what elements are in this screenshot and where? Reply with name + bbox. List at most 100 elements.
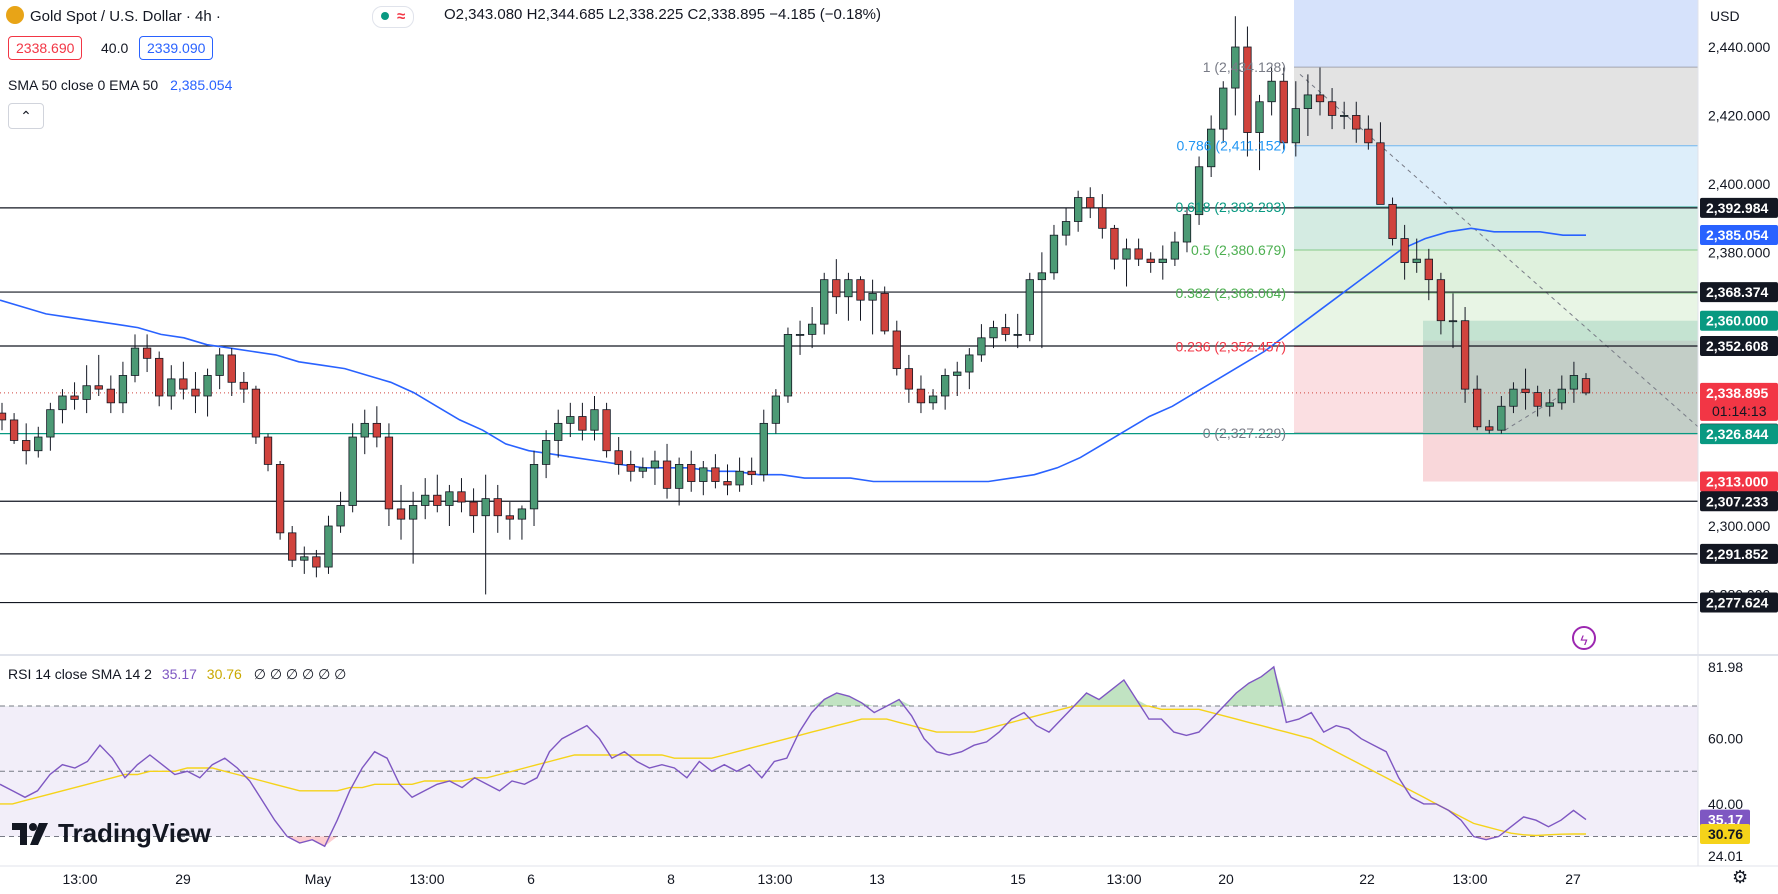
candle-body: [687, 464, 696, 482]
candle: [1448, 293, 1458, 349]
rsi-legend[interactable]: RSI 14 close SMA 14 2 35.17 30.76 ∅ ∅ ∅ …: [8, 666, 346, 683]
price-tag[interactable]: 2,360.000: [1700, 310, 1778, 331]
price-tag[interactable]: 2,291.852: [1700, 543, 1778, 564]
price-tag[interactable]: 2,338.895 01:14:13: [1700, 382, 1778, 421]
candle: [9, 413, 19, 444]
candle-body: [626, 464, 635, 472]
candle-body: [481, 498, 490, 517]
candle: [1412, 238, 1421, 273]
symbol-header[interactable]: Gold Spot / U.S. Dollar · 4h ·: [6, 6, 221, 25]
candle-body: [1110, 227, 1119, 260]
candle: [614, 437, 623, 475]
candle-body: [1303, 94, 1313, 109]
candle: [1291, 81, 1300, 157]
candle: [989, 320, 998, 349]
candle: [1001, 313, 1010, 342]
collapse-legend-button[interactable]: ⌃: [8, 103, 44, 129]
candle: [807, 307, 817, 349]
candle-body: [541, 440, 551, 465]
candle-body: [699, 467, 708, 482]
tradingview-logo[interactable]: TradingView: [12, 818, 211, 849]
candle-body: [735, 470, 744, 486]
candle-body: [880, 292, 889, 332]
candle-body: [820, 279, 829, 325]
candle-body: [1061, 221, 1071, 236]
candle: [46, 402, 55, 451]
candle: [711, 454, 720, 489]
price-tag[interactable]: 2,277.624: [1700, 592, 1778, 613]
candle: [1219, 81, 1228, 143]
candle-body: [940, 375, 950, 397]
candle-body: [953, 371, 962, 376]
candle-body: [275, 464, 285, 534]
candle: [360, 409, 369, 455]
fib-label-0-5: 0.5 (2,380.679): [1191, 242, 1286, 258]
price-tag-label: 2,360.000: [1706, 313, 1768, 329]
candle-body: [22, 440, 31, 452]
sma-legend[interactable]: SMA 50 close 0 EMA 50 2,385.054: [8, 77, 232, 93]
candle-body: [1388, 203, 1397, 239]
candle-body: [989, 327, 998, 339]
candle-body: [1267, 80, 1276, 103]
candle-body: [70, 395, 79, 400]
price-tag-label: 2,313.000: [1706, 474, 1768, 490]
currency-label[interactable]: USD: [1710, 8, 1740, 24]
price-tag[interactable]: 2,307.233: [1700, 491, 1778, 512]
candle-body: [1255, 101, 1264, 133]
candle-body: [0, 412, 7, 421]
candle: [1037, 252, 1047, 349]
symbol-title[interactable]: Gold Spot / U.S. Dollar · 4h ·: [30, 8, 221, 25]
candle-body: [493, 498, 502, 517]
rsi-axis-tick: 81.98: [1708, 659, 1743, 675]
candle: [1581, 373, 1591, 396]
time-axis-tick: 13:00: [1452, 871, 1487, 887]
candle: [215, 348, 224, 390]
ask-price[interactable]: 2339.090: [139, 36, 214, 60]
candle: [517, 505, 527, 540]
candle: [590, 395, 599, 441]
candle: [1376, 122, 1385, 205]
candle-body: [505, 515, 514, 520]
price-tag-label: 2,326.844: [1706, 426, 1768, 442]
price-tag[interactable]: 2,352.608: [1700, 336, 1778, 357]
price-tag[interactable]: 2,368.374: [1700, 282, 1778, 303]
candle-body: [384, 436, 394, 510]
candle: [674, 457, 684, 506]
price-tag[interactable]: 2,385.054: [1700, 224, 1778, 245]
price-tag-bg: [1700, 282, 1778, 303]
bid-price[interactable]: 2338.690: [8, 36, 83, 60]
candle: [481, 474, 490, 595]
candle: [1545, 389, 1554, 417]
candle-body: [34, 436, 43, 452]
candle: [130, 334, 140, 383]
candle-body: [517, 508, 527, 520]
settings-gear-icon[interactable]: ⚙: [1732, 867, 1749, 887]
candle-body: [215, 354, 224, 376]
candle: [953, 361, 962, 396]
candle: [880, 286, 889, 335]
price-tag[interactable]: 2,313.000: [1700, 471, 1778, 492]
candle-body: [179, 378, 188, 390]
price-tag-label: 2,291.852: [1706, 546, 1768, 562]
candle-body: [1231, 46, 1240, 89]
candle: [1473, 375, 1482, 431]
candle-body: [1460, 320, 1470, 390]
indicator-status[interactable]: ≈: [372, 6, 415, 28]
candle-body: [155, 357, 164, 397]
candle-body: [965, 354, 974, 373]
price-tag[interactable]: 2,392.984: [1700, 197, 1778, 218]
rsi-tag[interactable]: 30.76: [1700, 823, 1750, 844]
candle: [832, 259, 841, 314]
candle-body: [457, 491, 466, 503]
price-tag[interactable]: 2,326.844: [1700, 424, 1778, 445]
candle-body: [1352, 115, 1361, 130]
gold-icon: [6, 6, 24, 24]
candle: [1146, 252, 1155, 273]
candle-body: [1448, 320, 1458, 323]
candle: [856, 276, 865, 321]
time-axis-tick: 13:00: [757, 871, 792, 887]
lightning-alert-icon[interactable]: ϟ: [1572, 626, 1596, 650]
candle-body: [1098, 207, 1107, 229]
time-axis-tick: 15: [1010, 871, 1026, 887]
